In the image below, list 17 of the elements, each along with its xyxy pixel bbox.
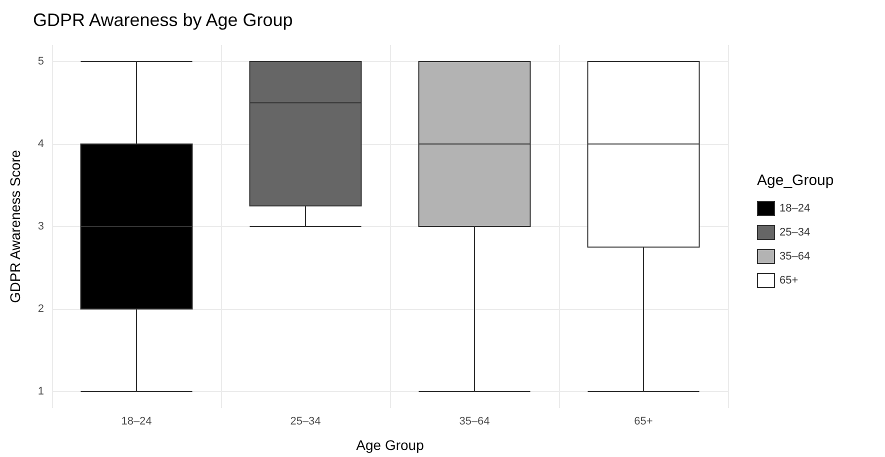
legend-label: 35–64: [780, 250, 810, 262]
legend-title: Age_Group: [757, 172, 834, 189]
x-tick-label: 18–24: [121, 416, 152, 428]
y-tick-label: 1: [38, 386, 44, 398]
x-tick-label: 65+: [634, 416, 653, 428]
legend-label: 25–34: [780, 226, 810, 238]
x-tick-label: 35–64: [459, 416, 490, 428]
y-axis-title: GDPR Awareness Score: [7, 150, 23, 304]
chart-title: GDPR Awareness by Age Group: [33, 10, 293, 30]
legend-label: 65+: [780, 274, 798, 286]
x-axis-title: Age Group: [356, 437, 424, 453]
legend-label: 18–24: [780, 202, 810, 214]
x-tick-label: 25–34: [290, 416, 321, 428]
y-tick-label: 4: [38, 138, 44, 150]
y-tick-label: 3: [38, 220, 44, 232]
y-tick-label: 5: [38, 56, 44, 68]
y-tick-label: 2: [38, 303, 44, 315]
